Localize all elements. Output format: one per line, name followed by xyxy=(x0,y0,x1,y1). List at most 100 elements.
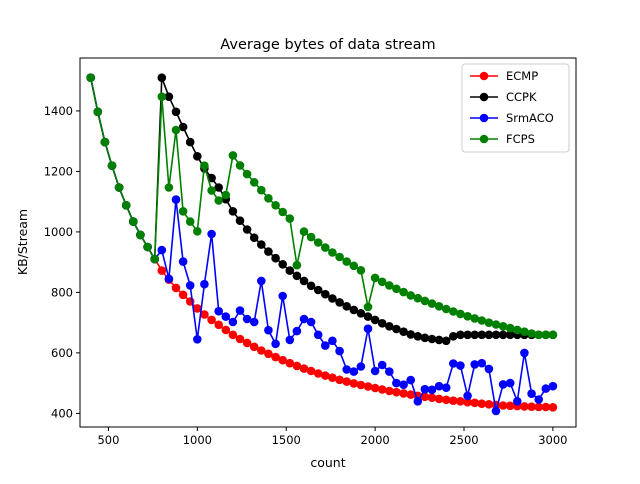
data-point xyxy=(207,229,216,239)
data-point xyxy=(356,362,366,371)
data-point xyxy=(377,277,387,287)
data-point xyxy=(214,306,223,316)
data-point xyxy=(242,314,252,324)
data-point xyxy=(306,281,316,291)
data-point xyxy=(242,338,252,348)
legend-marker xyxy=(479,134,489,144)
legend-item: SrmACO xyxy=(470,111,554,125)
data-point xyxy=(363,382,373,391)
data-point xyxy=(477,330,487,340)
data-point xyxy=(193,227,202,236)
y-axis: 400 600 800 1000 1200 1400 xyxy=(44,104,80,420)
data-point xyxy=(228,151,238,160)
data-point xyxy=(171,125,181,135)
x-tick-label: 2500 xyxy=(449,433,478,447)
data-point xyxy=(214,196,223,205)
data-point xyxy=(399,287,408,297)
data-point xyxy=(505,401,515,411)
data-point xyxy=(313,369,323,378)
data-point xyxy=(449,396,458,406)
data-point xyxy=(143,242,152,252)
data-point xyxy=(299,227,309,236)
data-point xyxy=(456,330,465,340)
data-point xyxy=(370,366,380,376)
data-point xyxy=(278,291,288,301)
data-point xyxy=(534,402,543,412)
data-point xyxy=(484,400,494,409)
data-point xyxy=(505,330,515,340)
data-point xyxy=(257,346,266,355)
data-point xyxy=(427,385,437,395)
data-point xyxy=(541,330,551,340)
data-point xyxy=(406,330,416,339)
data-point xyxy=(228,207,238,216)
x-tick-label: 1000 xyxy=(183,433,212,447)
data-point xyxy=(498,380,508,389)
data-point xyxy=(392,324,401,334)
data-point xyxy=(548,330,558,340)
legend-box xyxy=(461,63,570,153)
data-point xyxy=(342,257,352,266)
data-point xyxy=(285,335,295,345)
data-point xyxy=(491,330,501,340)
data-point xyxy=(100,137,110,147)
data-point xyxy=(413,293,423,303)
data-point xyxy=(513,397,522,406)
data-point xyxy=(491,406,501,416)
data-point xyxy=(420,333,430,343)
data-point xyxy=(434,302,444,311)
series-fcps xyxy=(86,73,558,340)
x-axis: 500 1000 1500 2000 2500 3000 xyxy=(97,427,568,447)
data-point xyxy=(114,183,124,192)
data-point xyxy=(264,349,273,359)
data-point xyxy=(363,302,373,312)
data-point xyxy=(313,238,323,247)
data-point xyxy=(299,276,309,286)
data-point xyxy=(178,257,188,266)
data-point xyxy=(235,161,245,170)
data-point xyxy=(363,312,373,321)
chart-title: Average bytes of data stream xyxy=(220,37,435,53)
data-point xyxy=(349,305,359,315)
data-point xyxy=(456,397,465,406)
data-point xyxy=(228,317,238,327)
data-point xyxy=(520,402,529,411)
data-point xyxy=(335,375,344,385)
data-point xyxy=(278,260,288,269)
data-point xyxy=(129,217,138,226)
legend: ECMP CCPK SrmACO FCPS xyxy=(461,63,570,153)
data-point xyxy=(257,240,266,249)
data-point xyxy=(321,371,330,380)
data-point xyxy=(342,365,352,374)
data-point xyxy=(377,319,387,328)
y-axis-label: KB/Stream xyxy=(15,209,30,275)
data-point xyxy=(342,377,352,386)
data-point xyxy=(321,341,330,350)
data-point xyxy=(221,312,231,321)
data-point xyxy=(463,397,472,407)
data-point xyxy=(356,380,366,390)
data-point xyxy=(463,391,472,401)
x-axis-label: count xyxy=(310,455,345,470)
data-point xyxy=(399,380,408,390)
y-tick-label: 400 xyxy=(51,406,73,420)
data-point xyxy=(527,402,536,412)
data-point xyxy=(271,253,280,263)
data-point xyxy=(285,266,295,275)
data-point xyxy=(306,366,316,376)
data-point xyxy=(498,330,508,340)
data-point xyxy=(136,230,145,240)
data-point xyxy=(264,194,273,203)
data-point xyxy=(356,309,366,318)
x-tick-label: 500 xyxy=(97,433,119,447)
x-tick-label: 2000 xyxy=(360,433,389,447)
data-point xyxy=(456,309,465,319)
data-point xyxy=(264,325,273,335)
data-point xyxy=(249,178,259,187)
data-point xyxy=(427,299,437,308)
data-point xyxy=(335,346,344,356)
y-tick-label: 1000 xyxy=(44,225,73,239)
data-point xyxy=(463,330,472,340)
y-tick-label: 1400 xyxy=(44,104,73,118)
